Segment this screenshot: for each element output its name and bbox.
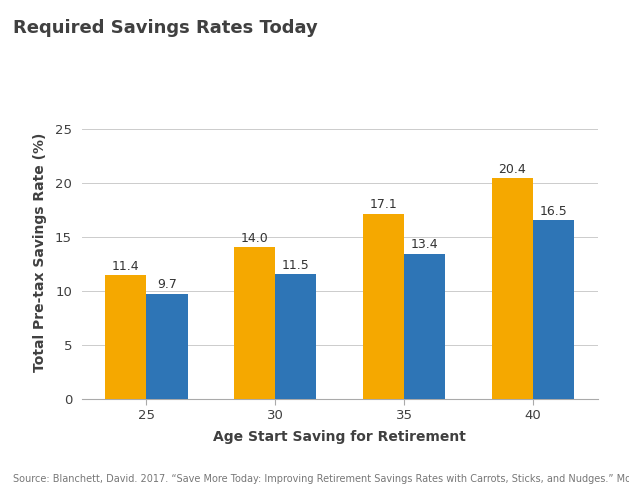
Bar (363, 214, 404, 399)
Text: 14.0: 14.0 (241, 232, 269, 244)
Bar (492, 178, 533, 399)
Bar (533, 220, 574, 399)
Text: Source: Blanchett, David. 2017. “Save More Today: Improving Retirement Savings R: Source: Blanchett, David. 2017. “Save Mo… (13, 473, 629, 484)
X-axis label: Age Start Saving for Retirement: Age Start Saving for Retirement (213, 430, 466, 444)
Y-axis label: Total Pre-tax Savings Rate (%): Total Pre-tax Savings Rate (%) (33, 133, 47, 372)
Text: Required Savings Rates Today: Required Savings Rates Today (13, 19, 317, 37)
Bar (404, 254, 445, 399)
Text: 13.4: 13.4 (411, 238, 438, 251)
Text: 9.7: 9.7 (157, 278, 177, 291)
Text: 17.1: 17.1 (370, 198, 398, 211)
Text: 11.5: 11.5 (282, 259, 309, 272)
Text: 11.4: 11.4 (112, 260, 140, 273)
Text: 20.4: 20.4 (498, 162, 526, 175)
Text: 16.5: 16.5 (540, 205, 567, 218)
Bar (234, 247, 276, 399)
Bar (276, 274, 316, 399)
Bar (105, 276, 147, 399)
Bar (147, 294, 187, 399)
